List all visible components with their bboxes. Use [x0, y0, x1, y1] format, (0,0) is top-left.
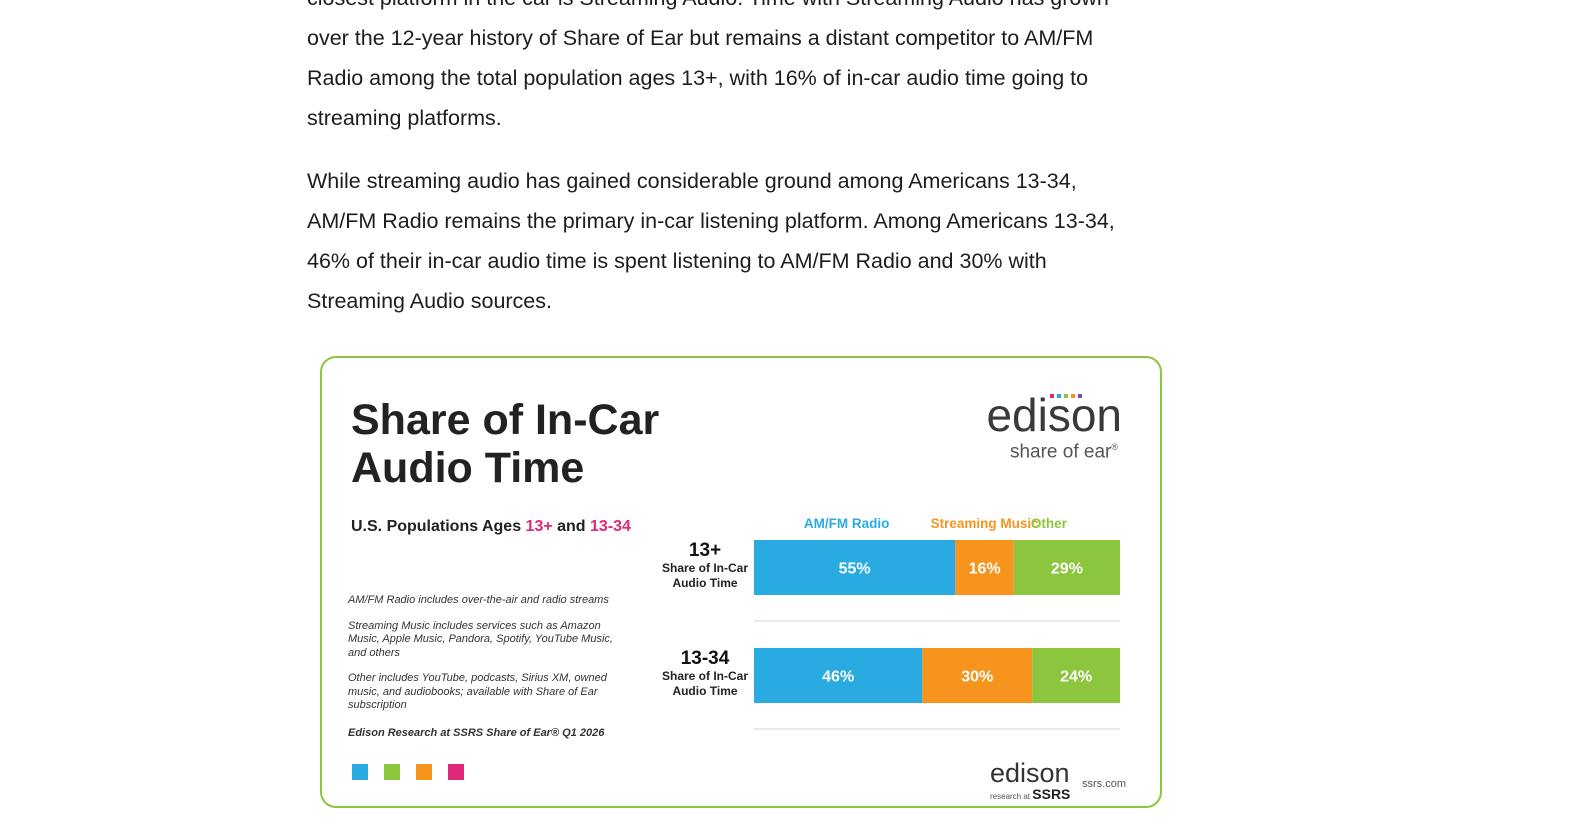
paragraph-2-line-4: Streaming Audio sources.: [307, 289, 552, 313]
chart-notes: AM/FM Radio includes over-the-air and ra…: [348, 594, 618, 752]
paragraph-1-line-2: over the 12-year history of Share of Ear…: [307, 26, 1094, 50]
category-sublabel-0-a: Share of In-Car: [662, 561, 748, 575]
square-green: [384, 764, 400, 780]
category-sublabel-1-b: Audio Time: [672, 684, 737, 698]
category-sublabel-1-a: Share of In-Car: [662, 669, 748, 683]
subhead-13plus: 13+: [525, 518, 553, 535]
chart-title: Share of In-Car Audio Time: [351, 396, 771, 492]
chart-title-line-2: Audio Time: [351, 444, 585, 492]
legend-label-2: Other: [1031, 516, 1068, 531]
data-label-13+-1: 16%: [969, 561, 1001, 578]
square-pink: [448, 764, 464, 780]
data-label-13+-0: 55%: [839, 561, 871, 578]
bar-13+-2: [1013, 540, 1120, 595]
logo-subtitle: share of ear®: [1009, 441, 1118, 463]
paragraph-1-line-1: closest platform in the car is Streaming…: [307, 0, 1109, 10]
footer-wordmark: edison: [990, 758, 1070, 788]
data-label-13-34-1: 30%: [961, 669, 993, 686]
footer-url: ssrs.com: [1082, 778, 1126, 790]
category-label-0: 13+: [689, 540, 721, 561]
paragraph-1-line-4: streaming platforms.: [307, 106, 502, 130]
paragraph-1-line-3: Radio among the total population ages 13…: [307, 66, 1089, 90]
bar-13+-1: [955, 540, 1014, 595]
square-blue: [352, 764, 368, 780]
edison-logo: edison share of ear®: [986, 392, 1122, 461]
bar-13-34-2: [1032, 648, 1120, 703]
logo-wordmark: edison: [986, 389, 1122, 441]
logo-dots: [1050, 394, 1082, 398]
category-label-1: 13-34: [681, 648, 730, 669]
data-label-13-34-2: 24%: [1060, 669, 1092, 686]
note-other: Other includes YouTube, podcasts, Sirius…: [348, 672, 607, 711]
data-label-13-34-0: 46%: [822, 669, 854, 686]
footer-logo: edison research at SSRS: [990, 758, 1071, 803]
paragraph-1: closest platform in the car is Streaming…: [307, 0, 1187, 138]
bar-13-34-0: [754, 648, 923, 703]
data-label-13+-2: 29%: [1051, 561, 1083, 578]
article-body: closest platform in the car is Streaming…: [307, 0, 1187, 344]
paragraph-2-line-1: While streaming audio has gained conside…: [307, 169, 1077, 193]
note-amfm: AM/FM Radio includes over-the-air and ra…: [348, 594, 609, 606]
paragraph-2: While streaming audio has gained conside…: [307, 161, 1187, 321]
square-orange: [416, 764, 432, 780]
chart-title-line-1: Share of In-Car: [351, 396, 660, 444]
chart-subhead: U.S. Populations Ages 13+ and 13-34: [351, 518, 631, 535]
legend-label-0: AM/FM Radio: [804, 516, 890, 531]
note-streaming: Streaming Music includes services such a…: [348, 619, 613, 659]
legend-label-1: Streaming Music: [931, 516, 1040, 531]
paragraph-2-line-2: AM/FM Radio remains the primary in-car l…: [307, 209, 1115, 233]
chart-card: Share of In-Car Audio Time edison share …: [320, 356, 1162, 808]
bar-13+-0: [754, 540, 956, 595]
paragraph-2-line-3: 46% of their in-car audio time is spent …: [307, 249, 1047, 273]
subhead-13-34: 13-34: [590, 518, 631, 535]
color-squares: [352, 764, 464, 780]
footer-subtitle: research at SSRS: [990, 786, 1071, 802]
category-sublabel-0-b: Audio Time: [672, 576, 737, 590]
chart-source: Edison Research at SSRS Share of Ear® Q1…: [348, 726, 605, 739]
bar-13-34-1: [922, 648, 1033, 703]
